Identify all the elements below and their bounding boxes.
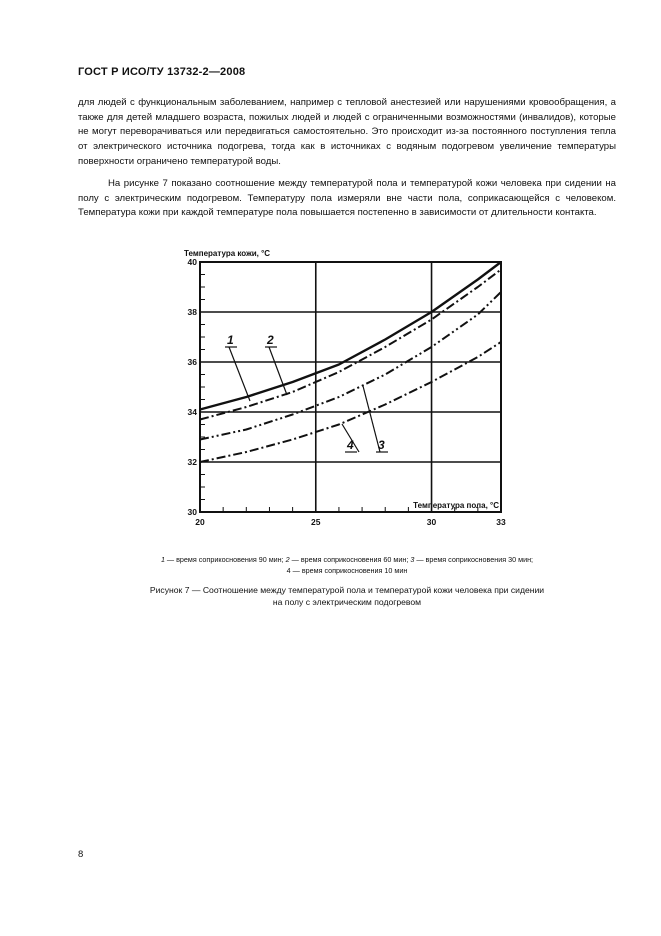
series-line-4 [199,341,502,463]
leader-line-4 [341,423,360,453]
curve-label-3: 3 [378,438,385,452]
curve-label-1: 1 [227,333,234,347]
legend-item-1-number: 1 [160,555,165,564]
legend-line-1: 1 — время соприкосновения 90 мин; 2 — вр… [78,554,616,565]
x-axis-label: Температура пола, °С [413,501,499,510]
series-line-1 [199,261,502,411]
legend-item-3-text: — время соприкосновения 30 мин; [414,555,534,564]
legend-item-2-number: 2 [285,555,290,564]
leader-line-3 [362,385,381,453]
y-tick-label-40: 40 [188,257,198,267]
document-header: ГОСТ Р ИСО/ТУ 13732-2—2008 [78,66,246,78]
leader-line-1 [228,346,251,402]
y-tick-label-36: 36 [188,357,198,367]
series-line-3 [199,291,502,441]
figure-7-chart: 20 25 30 33 30 32 34 36 38 40 Температура кожи, °С… [180,240,525,540]
figure-caption: Рисунок 7 — Соотношение между температур… [78,585,616,608]
curve-label-2: 2 [266,333,274,347]
paragraph-2: На рисунке 7 показано соотношение между … [78,178,616,219]
x-tick-label-30: 30 [427,517,437,527]
y-tick-label-34: 34 [188,407,198,417]
legend-item-4-number: 4 [286,566,291,575]
legend-item-4-text: — время соприкосновения 10 мин [290,566,408,575]
y-tick-label-30: 30 [188,507,198,517]
paragraph-1: для людей с функциональным заболеванием,… [78,97,616,167]
legend-item-3-number: 3 [410,555,415,564]
figure-caption-line-2: на полу с электрическим подогревом [272,596,422,607]
legend-item-1-text: — время соприкосновения 90 мин; [164,555,286,564]
y-axis-label: Температура кожи, °С [184,249,270,258]
leader-line-2 [268,346,288,396]
figure-caption-line-1: Рисунок 7 — Соотношение между температур… [149,585,545,595]
figure-legend: 1 — время соприкосновения 90 мин; 2 — вр… [78,554,616,576]
x-tick-label-33: 33 [496,517,506,527]
y-tick-label-38: 38 [188,307,198,317]
legend-line-2: 4 — время соприкосновения 10 мин [78,565,616,576]
x-tick-label-20: 20 [195,517,205,527]
legend-item-2-text: — время соприкосновения 60 мин; [289,555,411,564]
y-tick-label-32: 32 [188,457,198,467]
series-line-2 [199,268,502,421]
x-tick-label-25: 25 [311,517,321,527]
curve-label-4: 4 [346,438,354,452]
page-number: 8 [78,849,84,860]
